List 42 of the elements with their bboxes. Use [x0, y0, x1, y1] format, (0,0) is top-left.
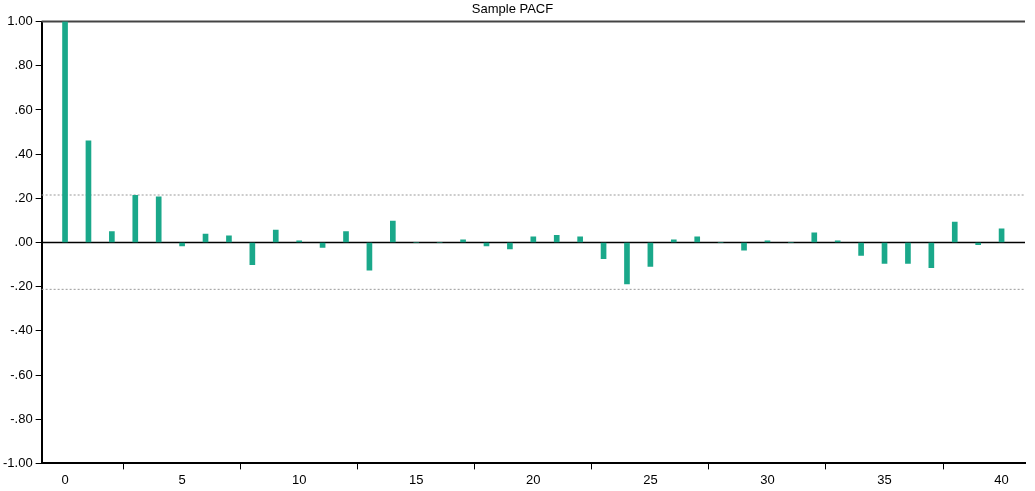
y-tick-label: .60	[14, 101, 33, 117]
bar	[155, 196, 162, 243]
bar	[109, 231, 115, 243]
bar	[507, 242, 513, 250]
bar	[858, 242, 864, 256]
y-tick-label: -.40	[10, 322, 33, 338]
bar	[132, 195, 139, 243]
x-tick-label: 40	[994, 471, 1009, 487]
chart-title: Sample PACF	[471, 1, 554, 17]
y-tick-label: .20	[14, 189, 33, 205]
x-tick-label: 20	[526, 471, 541, 487]
x-tick-label: 15	[409, 471, 424, 487]
y-tick-label: -.20	[10, 278, 33, 294]
bar	[998, 228, 1005, 243]
bar	[811, 232, 818, 243]
bar	[624, 242, 630, 285]
x-tick-label: 0	[61, 471, 69, 487]
y-tick-label: .40	[14, 145, 33, 161]
bar	[343, 231, 349, 243]
bar	[905, 242, 911, 264]
y-tick-label: -.80	[10, 410, 33, 426]
x-tick-label: 10	[291, 471, 307, 487]
bar	[741, 242, 747, 251]
y-tick-label: -.60	[10, 366, 33, 382]
x-tick-label: 5	[178, 471, 186, 487]
bar	[975, 242, 981, 246]
bar	[530, 236, 537, 243]
bar	[62, 21, 68, 243]
bar	[390, 220, 396, 243]
x-tick-label: 30	[760, 471, 775, 487]
bar	[951, 221, 958, 243]
y-tick-label: 1.00	[7, 13, 33, 29]
y-tick-label: .00	[14, 234, 33, 250]
bar	[226, 235, 232, 243]
y-tick-label: -1.00	[2, 454, 33, 470]
x-tick-label: 25	[643, 471, 658, 487]
bar	[577, 236, 583, 243]
bar	[694, 236, 701, 243]
bar	[553, 235, 560, 243]
x-tick-label: 35	[877, 471, 892, 487]
bar	[272, 229, 279, 243]
y-tick-label: .80	[14, 57, 33, 73]
